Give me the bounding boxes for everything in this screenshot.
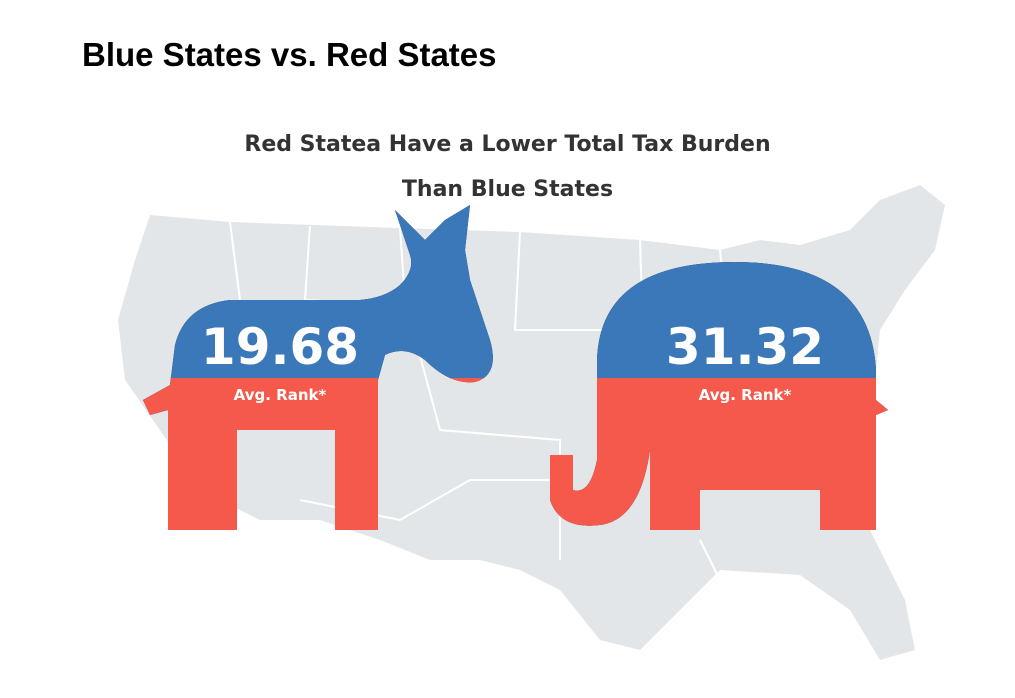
infographic-title-line1: Red Statea Have a Lower Total Tax Burden [244, 132, 771, 157]
page-heading: Blue States vs. Red States [82, 36, 497, 73]
red-states-value: 31.32 [665, 318, 825, 376]
red-states-label: Avg. Rank* [698, 386, 792, 404]
infographic-title-line2: Than Blue States [401, 177, 614, 202]
donkey-icon [143, 205, 493, 530]
blue-states-value: 19.68 [200, 318, 360, 376]
blue-states-label: Avg. Rank* [233, 386, 327, 404]
elephant-icon [550, 262, 888, 530]
